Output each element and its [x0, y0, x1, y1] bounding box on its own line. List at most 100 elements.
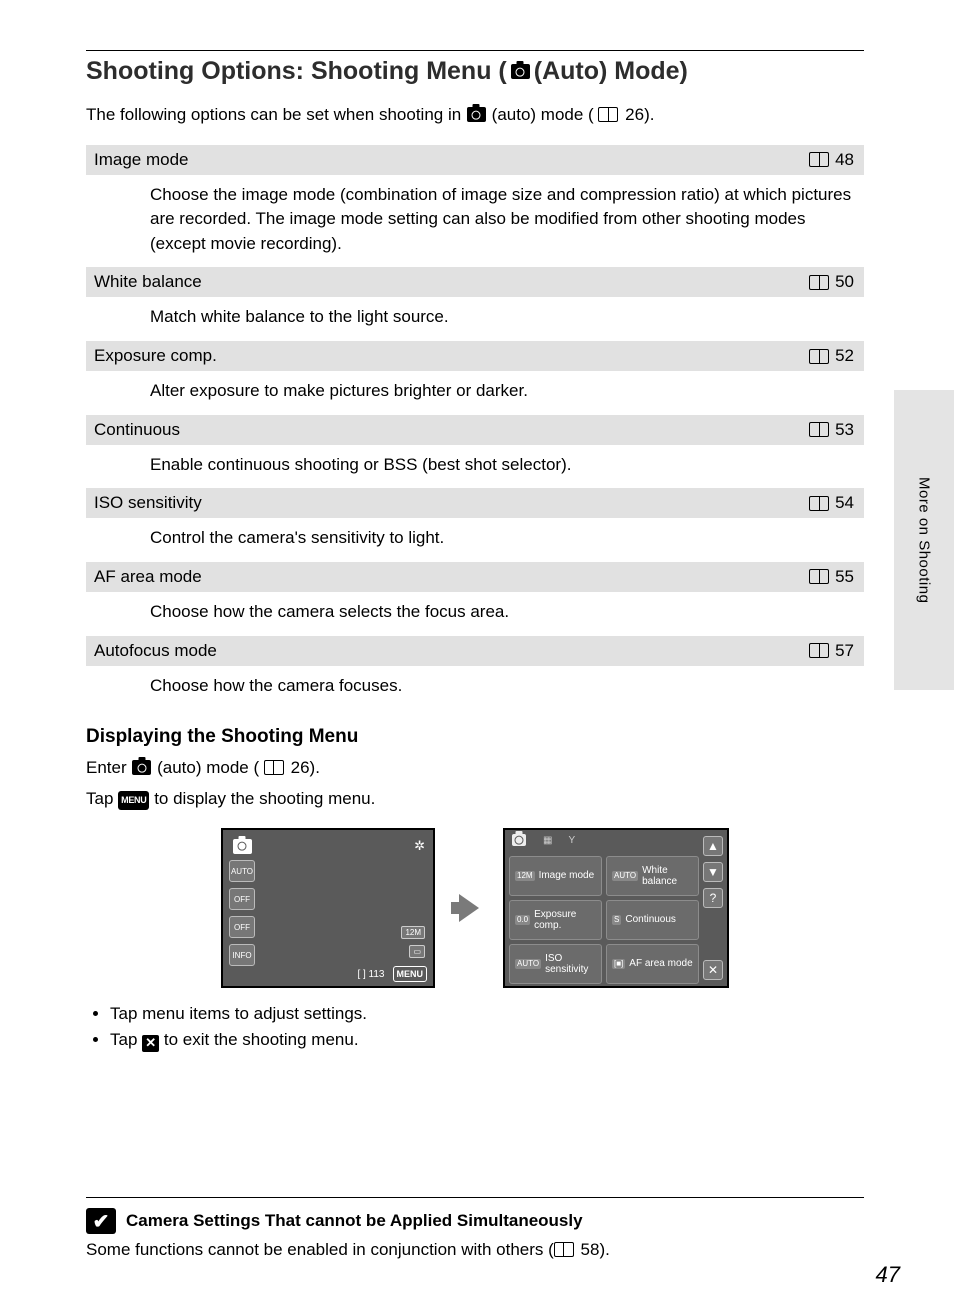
tap-post: to display the shooting menu. [154, 789, 375, 808]
cell-tag: AUTO [515, 959, 541, 968]
option-title: Continuous [94, 420, 180, 440]
cell-tag: 12M [515, 871, 535, 880]
option-page-ref: 55 [809, 567, 854, 587]
menu-cell[interactable]: 0.0 Exposure comp. [509, 900, 602, 940]
lcd1-counter: [ ] 113 [357, 969, 384, 980]
cell-label: Exposure comp. [534, 909, 596, 932]
options-table: Image mode 48Choose the image mode (comb… [86, 144, 864, 709]
intro-mid: (auto) mode ( [492, 105, 594, 124]
option-page-ref: 53 [809, 420, 854, 440]
cell-tag: [■] [612, 959, 625, 968]
camera-lcd-menu: ▦ Y 12M Image mode AUTOWhite balance 0.0 Exp… [503, 828, 729, 988]
close-icon: ✕ [142, 1035, 159, 1052]
option-description: Choose the image mode (combination of im… [86, 175, 864, 267]
help-button[interactable]: ? [703, 888, 723, 908]
subheading: Displaying the Shooting Menu [86, 726, 864, 748]
bullet-post: to exit the shooting menu. [164, 1030, 359, 1049]
enter-post: ). [310, 758, 320, 777]
book-icon [264, 760, 284, 775]
intro-pre: The following options can be set when sh… [86, 105, 466, 124]
lcd1-menu-button[interactable]: MENU [393, 966, 428, 982]
option-title: AF area mode [94, 567, 202, 587]
page: Shooting Options: Shooting Menu ( (Auto)… [0, 0, 954, 1314]
tap-pre: Tap [86, 789, 118, 808]
lcd1-bottom-bar: [ ] 113 MENU [223, 966, 433, 982]
page-number: 47 [876, 1262, 900, 1288]
lcd1-chip-off1[interactable]: OFF [229, 888, 255, 910]
note-heading: ✔ Camera Settings That cannot be Applied… [86, 1208, 864, 1234]
bullet-item: Tap ✕ to exit the shooting menu. [110, 1030, 864, 1052]
cell-label: AF area mode [629, 958, 692, 970]
menu-cell[interactable]: [■] AF area mode [606, 944, 699, 984]
camera-icon[interactable] [512, 834, 526, 846]
lcd1-frame-icon: ▭ [409, 945, 425, 958]
menu-cell[interactable]: AUTO ISO sensitivity [509, 944, 602, 984]
note-page: 58 [581, 1240, 600, 1259]
page-title: Shooting Options: Shooting Menu ( (Auto)… [86, 57, 864, 86]
enter-mid: (auto) mode ( [157, 758, 259, 777]
intro-post: ). [644, 105, 654, 124]
camera-icon [132, 760, 151, 775]
option-header: Image mode 48 [86, 144, 864, 175]
book-icon [809, 496, 829, 511]
option-description: Alter exposure to make pictures brighter… [86, 371, 864, 414]
intro-text: The following options can be set when sh… [86, 102, 864, 128]
cell-tag: S [612, 915, 621, 924]
option-description: Enable continuous shooting or BSS (best … [86, 445, 864, 488]
option-header: Continuous 53 [86, 414, 864, 445]
option-header: Autofocus mode 57 [86, 635, 864, 666]
title-post: (Auto) Mode) [534, 57, 688, 86]
option-header: AF area mode 55 [86, 561, 864, 592]
option-title: Exposure comp. [94, 346, 217, 366]
scroll-up-button[interactable]: ▲ [703, 836, 723, 856]
play-tab-icon[interactable]: ▦ [543, 835, 552, 846]
cell-tag: AUTO [612, 871, 638, 880]
book-icon [809, 275, 829, 290]
title-pre: Shooting Options: Shooting Menu ( [86, 57, 507, 86]
wrench-tab-icon[interactable]: Y [568, 835, 575, 846]
camera-lcd-preview: AUTO OFF OFF INFO ✲ 12M ▭ [ ] 113 MENU [221, 828, 435, 988]
option-page-ref: 48 [809, 150, 854, 170]
book-icon [809, 349, 829, 364]
note-body: Some functions cannot be enabled in conj… [86, 1240, 864, 1260]
check-icon: ✔ [86, 1208, 116, 1234]
option-page-ref: 50 [809, 272, 854, 292]
cell-label: Image mode [539, 870, 595, 882]
bullet-pre: Tap [110, 1030, 142, 1049]
note-box: ✔ Camera Settings That cannot be Applied… [86, 1197, 864, 1260]
book-icon [809, 569, 829, 584]
option-title: Autofocus mode [94, 641, 217, 661]
bullet-list: Tap menu items to adjust settings. Tap ✕… [110, 1004, 864, 1052]
option-description: Match white balance to the light source. [86, 297, 864, 340]
lcd1-top-right-icon: ✲ [414, 838, 425, 854]
lcd1-right-icons: 12M ▭ [401, 926, 425, 958]
menu-cell[interactable]: AUTOWhite balance [606, 856, 699, 896]
lcd1-chip-auto[interactable]: AUTO [229, 860, 255, 882]
menu-icon: MENU [118, 791, 149, 810]
option-page-ref: 52 [809, 346, 854, 366]
tap-line: Tap MENU to display the shooting menu. [86, 785, 864, 814]
cell-label: ISO sensitivity [545, 953, 596, 976]
option-description: Choose how the camera selects the focus … [86, 592, 864, 635]
menu-cell[interactable]: SContinuous [606, 900, 699, 940]
title-rule [86, 50, 864, 51]
lcd1-chip-info[interactable]: INFO [229, 944, 255, 966]
lcd1-chip-off2[interactable]: OFF [229, 916, 255, 938]
close-button[interactable]: ✕ [703, 960, 723, 980]
scroll-down-button[interactable]: ▼ [703, 862, 723, 882]
option-page-ref: 57 [809, 641, 854, 661]
arrow-right-icon [459, 894, 479, 922]
cell-tag: 0.0 [515, 915, 530, 924]
enter-page: 26 [291, 758, 310, 777]
camera-icon [467, 107, 486, 122]
enter-line: Enter (auto) mode ( 26). [86, 754, 864, 783]
option-page-ref: 54 [809, 493, 854, 513]
option-description: Control the camera's sensitivity to ligh… [86, 518, 864, 561]
book-icon [598, 107, 618, 122]
screenshots-row: AUTO OFF OFF INFO ✲ 12M ▭ [ ] 113 MENU ▦… [86, 828, 864, 988]
lcd2-menu-grid: 12M Image mode AUTOWhite balance 0.0 Exposur… [509, 856, 699, 982]
option-description: Choose how the camera focuses. [86, 666, 864, 709]
camera-icon [511, 64, 530, 79]
enter-pre: Enter [86, 758, 131, 777]
menu-cell[interactable]: 12M Image mode [509, 856, 602, 896]
